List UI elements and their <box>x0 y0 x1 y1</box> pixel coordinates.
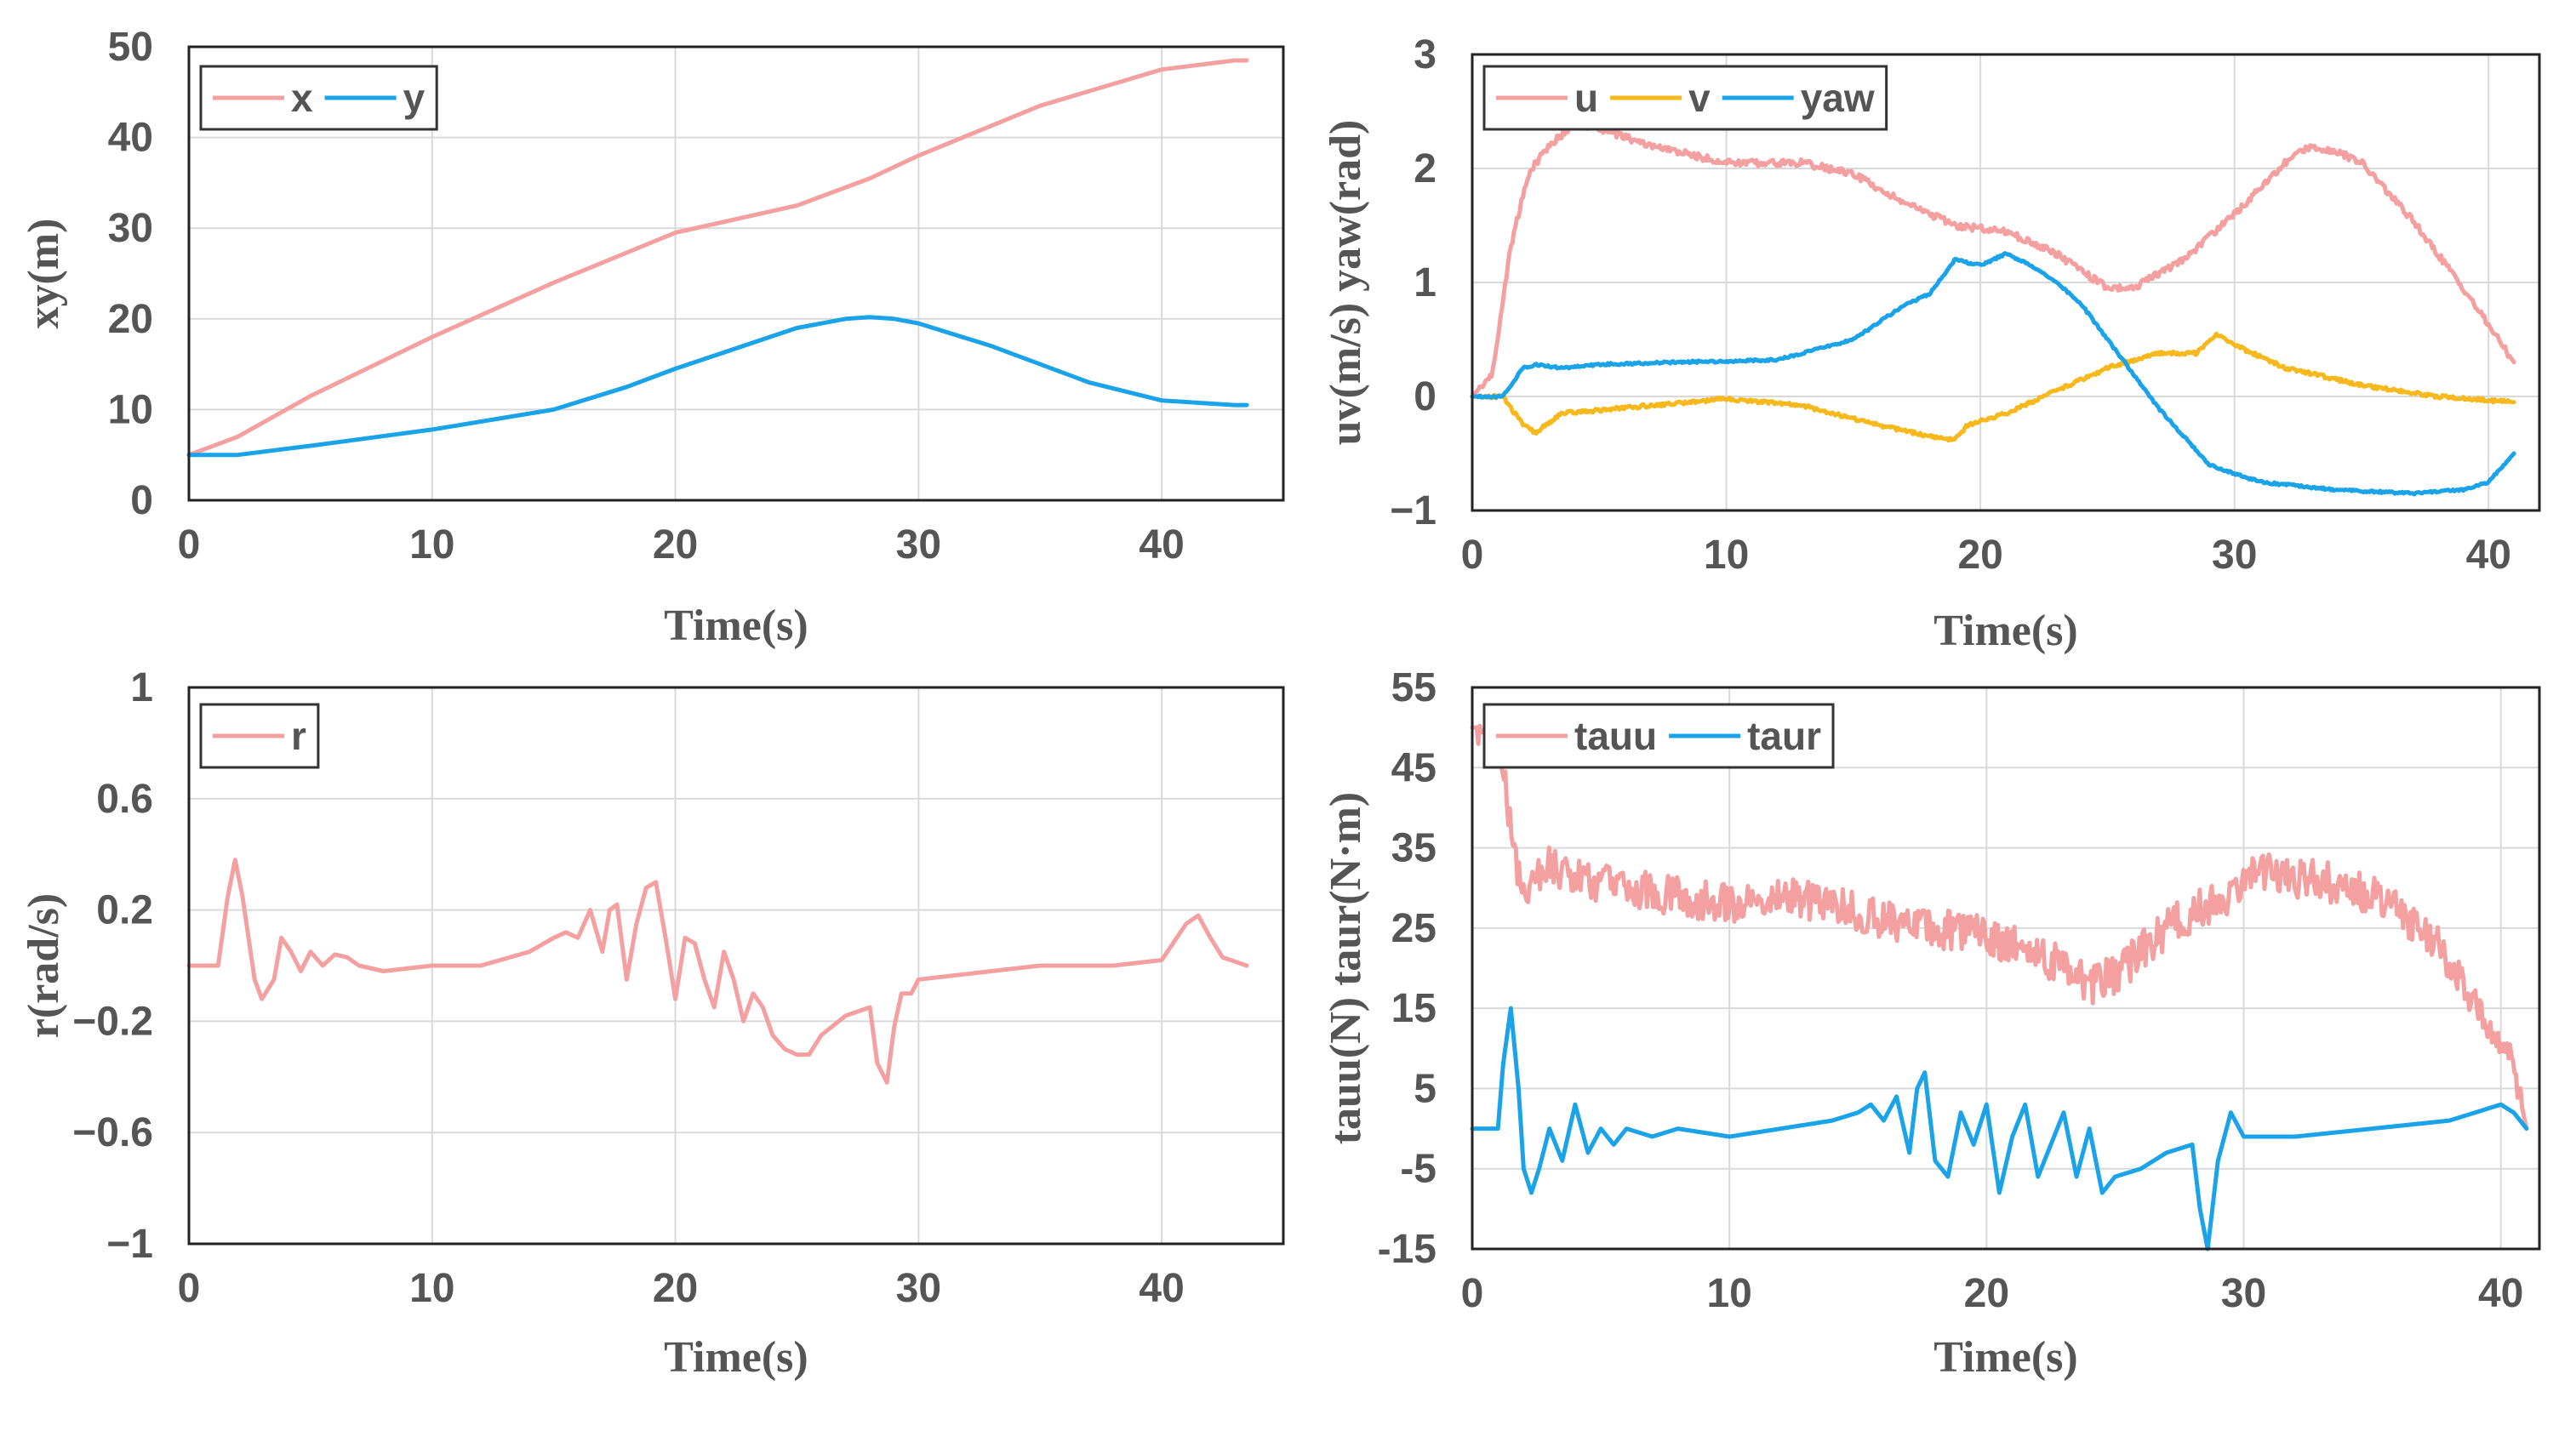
plot-frame <box>187 686 1285 1246</box>
series-x-line <box>186 58 1249 458</box>
series-y-line <box>186 315 1249 458</box>
legend-label-u: u <box>1574 76 1598 120</box>
y-tick-label: 45 <box>1391 745 1437 790</box>
x-tick-label: 10 <box>1704 533 1749 578</box>
x-tick-label: 30 <box>896 522 941 567</box>
chart-tau: 0 10 20 30 40 -15 -5 5 15 25 35 45 55 Time(s) tauu(N) … <box>1322 665 2541 1382</box>
legend-label-r: r <box>291 714 306 758</box>
plot-frame <box>1471 686 2541 1251</box>
x-tick-label: 40 <box>2478 1271 2523 1316</box>
legend: r <box>199 703 320 769</box>
y-tick-label: 0.2 <box>96 888 153 933</box>
x-tick-label: 30 <box>2221 1271 2266 1316</box>
y-tick-label: 0 <box>130 478 153 523</box>
legend-label-taur: taur <box>1747 714 1821 758</box>
plot-frame <box>187 45 1285 502</box>
y-axis-title: uv(m/s) yaw(rad) <box>1322 120 1370 446</box>
x-tick-label: 20 <box>1957 533 2002 578</box>
y-tick-label: −0.2 <box>72 999 153 1044</box>
y-tick-label: 55 <box>1391 665 1437 710</box>
x-axis-title: Time(s) <box>664 601 808 650</box>
x-tick-label: 40 <box>1139 522 1184 567</box>
x-tick-label: 40 <box>2466 533 2511 578</box>
y-tick-label: 15 <box>1391 986 1437 1031</box>
x-tick-label: 10 <box>1706 1271 1751 1316</box>
x-tick-label: 0 <box>178 522 201 567</box>
x-tick-label: 0 <box>178 1266 201 1311</box>
y-tick-label: 40 <box>108 116 153 161</box>
y-tick-label: −1 <box>106 1222 153 1267</box>
legend-label-yaw: yaw <box>1801 76 1875 120</box>
y-tick-label: -5 <box>1400 1147 1437 1192</box>
y-tick-label: 20 <box>108 297 153 342</box>
y-tick-label: 1 <box>1414 260 1437 305</box>
y-tick-label: -15 <box>1378 1227 1437 1272</box>
series-tauu-line <box>1470 707 2529 1132</box>
y-axis-title: tauu(N) taur(N·m) <box>1322 792 1370 1145</box>
x-tick-label: 20 <box>1964 1271 2009 1316</box>
legend: u v yaw <box>1482 65 1888 131</box>
x-tick-label: 10 <box>409 522 454 567</box>
x-tick-label: 20 <box>653 522 698 567</box>
series-u-line <box>1470 120 2516 399</box>
legend-label-tauu: tauu <box>1574 714 1657 758</box>
chart-r: 0 10 20 30 40 −1 −0.6 −0.2 0.2 0.6 1 Time(s) r(rad/s… <box>20 665 1285 1382</box>
y-tick-label: −1 <box>1390 488 1437 533</box>
y-tick-label: 30 <box>108 206 153 251</box>
legend-label-x: x <box>291 76 313 120</box>
series-v-line <box>1470 331 2516 443</box>
x-tick-label: 0 <box>1461 1271 1484 1316</box>
plot-frame <box>1471 53 2541 512</box>
chart-uv: 0 10 20 30 40 −1 0 1 2 3 Time(s) uv(m/s) yaw(rad) u v… <box>1322 32 2541 655</box>
y-tick-label: 3 <box>1414 32 1437 77</box>
x-axis-title: Time(s) <box>1933 1333 2077 1382</box>
x-tick-label: 40 <box>1139 1266 1184 1311</box>
x-tick-label: 10 <box>409 1266 454 1311</box>
legend-label-v: v <box>1688 76 1711 120</box>
y-tick-label: 10 <box>108 387 153 432</box>
x-tick-label: 0 <box>1461 533 1484 578</box>
y-tick-label: 50 <box>108 25 153 70</box>
y-axis-title: xy(m) <box>20 219 68 329</box>
x-tick-label: 20 <box>653 1266 698 1311</box>
y-tick-label: 0.6 <box>96 777 153 822</box>
y-tick-label: 2 <box>1414 146 1437 191</box>
y-tick-label: −0.6 <box>72 1110 153 1155</box>
series-r-line <box>186 858 1249 1085</box>
y-tick-label: 25 <box>1391 906 1437 951</box>
y-tick-label: 0 <box>1414 374 1437 419</box>
legend: tauu taur <box>1482 703 1835 769</box>
x-axis-title: Time(s) <box>664 1333 808 1382</box>
legend-box <box>199 65 438 131</box>
legend-label-y: y <box>403 76 426 120</box>
y-tick-label: 1 <box>130 665 153 710</box>
y-tick-label: 35 <box>1391 826 1437 871</box>
series-yaw-line <box>1470 251 2516 497</box>
series-taur-line <box>1470 1006 2529 1251</box>
x-tick-label: 30 <box>2212 533 2257 578</box>
y-axis-title: r(rad/s) <box>20 893 68 1038</box>
x-tick-label: 30 <box>896 1266 941 1311</box>
x-axis-title: Time(s) <box>1933 607 2077 655</box>
y-tick-label: 5 <box>1414 1066 1437 1111</box>
